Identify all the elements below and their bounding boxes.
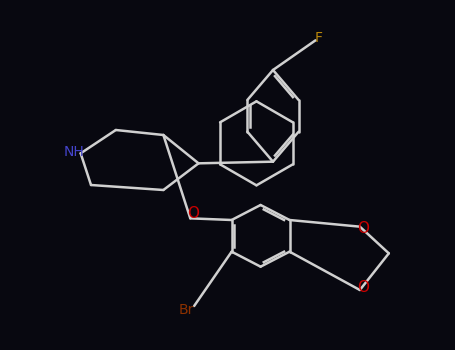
Text: O: O [187, 206, 199, 221]
Text: Br: Br [178, 303, 194, 317]
Text: F: F [314, 32, 323, 46]
Text: O: O [357, 280, 369, 295]
Text: NH: NH [64, 145, 85, 159]
Text: O: O [357, 221, 369, 236]
